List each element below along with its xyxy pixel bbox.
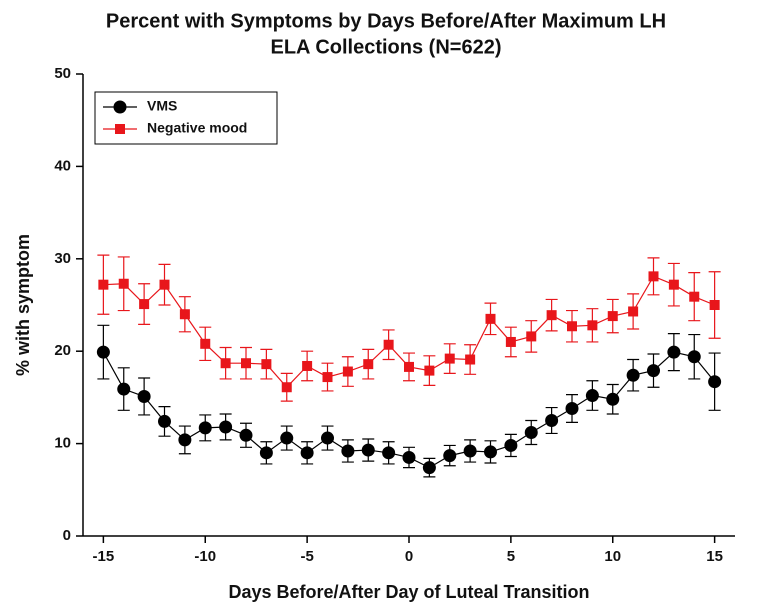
- y-tick-label: 40: [54, 157, 71, 174]
- marker: [485, 313, 496, 324]
- legend-marker: [115, 124, 125, 134]
- marker: [363, 359, 374, 370]
- legend-label: VMS: [147, 98, 177, 114]
- legend-marker: [113, 100, 127, 114]
- y-tick-label: 10: [54, 435, 71, 452]
- marker: [546, 310, 557, 321]
- marker: [341, 444, 355, 458]
- x-tick-label: 10: [604, 548, 621, 565]
- marker: [300, 446, 314, 460]
- x-tick-label: 15: [706, 548, 723, 565]
- marker: [647, 364, 660, 378]
- marker: [607, 311, 618, 322]
- y-axis-label: % with symptom: [13, 234, 33, 376]
- marker: [98, 279, 109, 290]
- marker: [424, 365, 435, 376]
- marker: [444, 353, 455, 364]
- marker: [404, 361, 414, 372]
- x-tick-label: -10: [194, 548, 216, 565]
- marker: [708, 375, 722, 389]
- marker: [526, 331, 537, 342]
- legend-label: Negative mood: [147, 120, 247, 136]
- marker: [565, 401, 579, 415]
- marker: [261, 359, 272, 370]
- y-tick-label: 0: [63, 527, 71, 544]
- marker: [322, 372, 333, 383]
- marker: [159, 279, 170, 290]
- marker: [687, 350, 701, 364]
- x-axis-label: Days Before/After Day of Luteal Transiti…: [228, 582, 589, 602]
- marker: [443, 449, 457, 463]
- marker: [465, 354, 476, 365]
- marker: [709, 300, 720, 310]
- y-tick-label: 30: [54, 250, 71, 267]
- marker: [382, 446, 396, 460]
- x-tick-label: 0: [405, 548, 413, 565]
- marker: [585, 389, 599, 403]
- marker: [117, 382, 131, 396]
- marker: [383, 339, 394, 350]
- marker: [259, 446, 273, 460]
- marker: [545, 414, 559, 427]
- marker: [667, 345, 681, 359]
- marker: [280, 431, 294, 445]
- marker: [178, 433, 192, 447]
- chart-subtitle: ELA Collections (N=622): [271, 36, 502, 58]
- marker: [158, 414, 171, 428]
- marker: [422, 461, 436, 475]
- marker: [504, 438, 518, 452]
- marker: [628, 306, 639, 317]
- marker: [567, 321, 577, 332]
- marker: [137, 389, 151, 403]
- y-tick-label: 20: [54, 342, 71, 359]
- marker: [219, 420, 233, 434]
- marker: [626, 368, 640, 382]
- marker: [524, 426, 538, 440]
- marker: [220, 358, 231, 369]
- marker: [139, 299, 150, 310]
- marker: [200, 338, 211, 349]
- marker: [179, 309, 190, 320]
- legend-box: [94, 91, 278, 145]
- marker: [505, 336, 516, 347]
- marker: [606, 392, 620, 406]
- x-tick-label: -15: [93, 548, 115, 565]
- y-tick-label: 50: [54, 65, 71, 82]
- marker: [118, 278, 129, 289]
- marker: [463, 444, 477, 458]
- marker: [689, 291, 700, 302]
- marker: [648, 271, 659, 282]
- marker: [587, 320, 598, 331]
- marker: [342, 366, 353, 377]
- marker: [361, 443, 375, 457]
- marker: [241, 358, 251, 369]
- marker: [321, 431, 334, 445]
- marker: [668, 279, 679, 290]
- marker: [484, 445, 497, 459]
- marker: [281, 382, 292, 393]
- marker: [302, 360, 313, 371]
- marker: [198, 421, 212, 435]
- x-tick-label: 5: [507, 548, 515, 565]
- marker: [239, 428, 253, 442]
- chart-title: Percent with Symptoms by Days Before/Aft…: [106, 10, 666, 32]
- x-tick-label: -5: [300, 548, 313, 565]
- marker: [96, 345, 110, 359]
- marker: [402, 450, 416, 464]
